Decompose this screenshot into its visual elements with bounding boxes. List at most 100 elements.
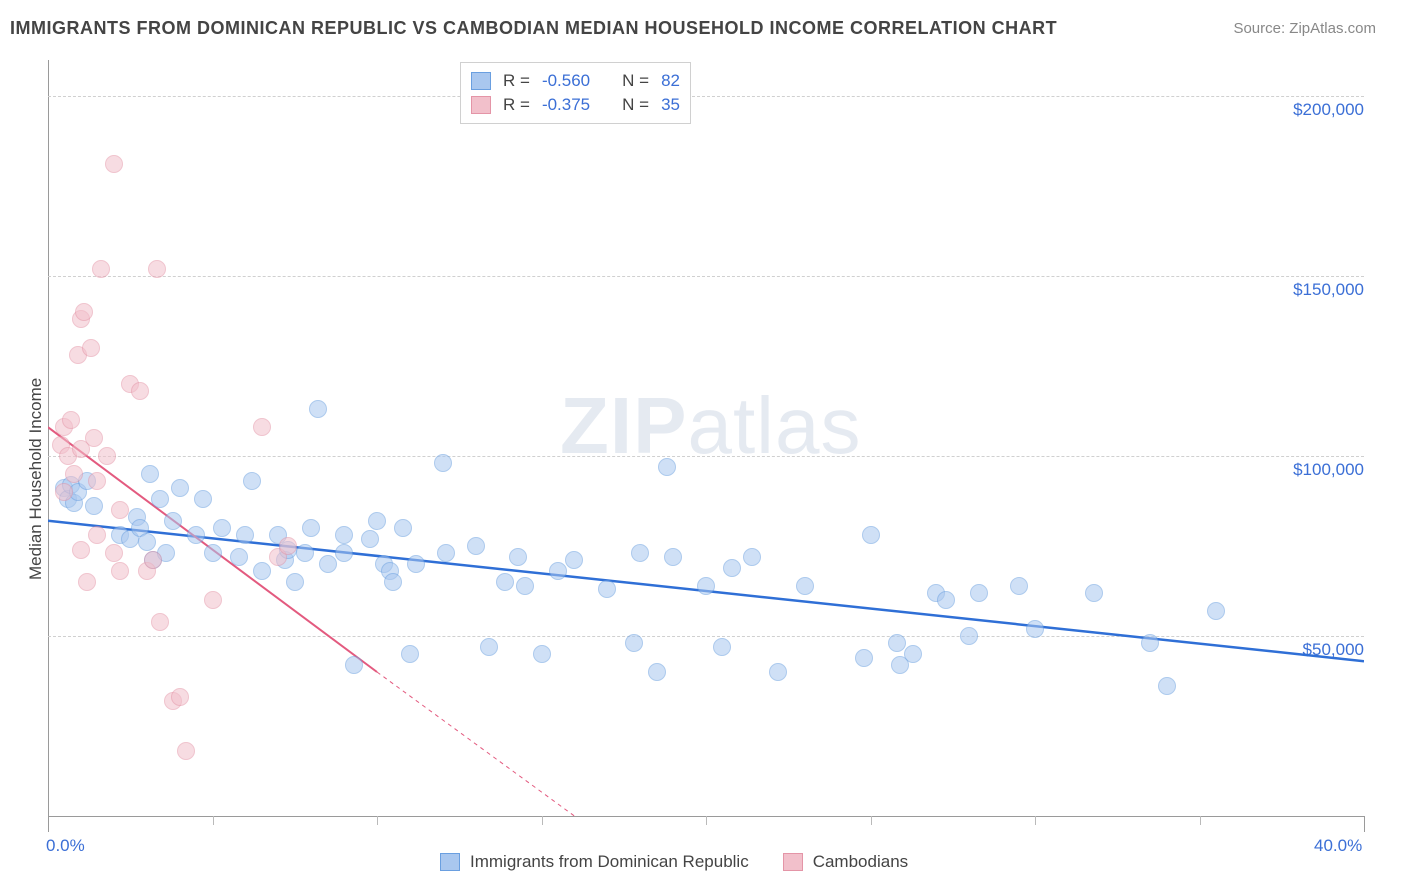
data-point bbox=[141, 465, 159, 483]
data-point bbox=[960, 627, 978, 645]
data-point bbox=[937, 591, 955, 609]
data-point bbox=[516, 577, 534, 595]
data-point bbox=[1158, 677, 1176, 695]
data-point bbox=[230, 548, 248, 566]
data-point bbox=[309, 400, 327, 418]
data-point bbox=[1085, 584, 1103, 602]
data-point bbox=[253, 562, 271, 580]
x-tick-label-max: 40.0% bbox=[1314, 836, 1362, 856]
legend-bottom-swatch-blue bbox=[440, 853, 460, 871]
data-point bbox=[970, 584, 988, 602]
data-point bbox=[236, 526, 254, 544]
source-label: Source: ZipAtlas.com bbox=[1233, 20, 1376, 37]
trend-layer bbox=[48, 60, 1364, 816]
data-point bbox=[319, 555, 337, 573]
data-point bbox=[148, 260, 166, 278]
data-point bbox=[85, 429, 103, 447]
data-point bbox=[62, 411, 80, 429]
y-axis bbox=[48, 60, 49, 816]
data-point bbox=[177, 742, 195, 760]
data-point bbox=[434, 454, 452, 472]
data-point bbox=[296, 544, 314, 562]
data-point bbox=[394, 519, 412, 537]
data-point bbox=[82, 339, 100, 357]
data-point bbox=[1026, 620, 1044, 638]
data-point bbox=[496, 573, 514, 591]
data-point bbox=[335, 544, 353, 562]
data-point bbox=[904, 645, 922, 663]
x-minor-tick bbox=[706, 816, 707, 825]
data-point bbox=[467, 537, 485, 555]
data-point bbox=[509, 548, 527, 566]
data-point bbox=[253, 418, 271, 436]
legend-bottom-label-2: Cambodians bbox=[813, 852, 908, 872]
plot-area: $50,000$100,000$150,000$200,0000.0%40.0% bbox=[48, 60, 1364, 816]
y-axis-title: Median Household Income bbox=[26, 378, 46, 580]
trend-line bbox=[377, 672, 574, 816]
legend-item-1: Immigrants from Dominican Republic bbox=[440, 852, 749, 872]
data-point bbox=[171, 688, 189, 706]
data-point bbox=[1141, 634, 1159, 652]
data-point bbox=[658, 458, 676, 476]
data-point bbox=[664, 548, 682, 566]
legend-swatch-pink bbox=[471, 96, 491, 114]
data-point bbox=[533, 645, 551, 663]
x-major-tick bbox=[1364, 816, 1365, 832]
data-point bbox=[480, 638, 498, 656]
legend-row-1: R = -0.560 N = 82 bbox=[471, 69, 680, 93]
data-point bbox=[144, 551, 162, 569]
data-point bbox=[384, 573, 402, 591]
data-point bbox=[855, 649, 873, 667]
gridline bbox=[48, 96, 1364, 97]
n-val-2: 35 bbox=[661, 95, 680, 115]
data-point bbox=[151, 490, 169, 508]
y-tick-label: $150,000 bbox=[1269, 280, 1364, 300]
data-point bbox=[213, 519, 231, 537]
data-point bbox=[625, 634, 643, 652]
data-point bbox=[204, 591, 222, 609]
data-point bbox=[65, 465, 83, 483]
r-val-2: -0.375 bbox=[542, 95, 590, 115]
x-tick-label-min: 0.0% bbox=[46, 836, 85, 856]
data-point bbox=[279, 537, 297, 555]
data-point bbox=[243, 472, 261, 490]
data-point bbox=[769, 663, 787, 681]
data-point bbox=[862, 526, 880, 544]
data-point bbox=[88, 472, 106, 490]
y-tick-label: $50,000 bbox=[1269, 640, 1364, 660]
data-point bbox=[111, 562, 129, 580]
legend-bottom-label-1: Immigrants from Dominican Republic bbox=[470, 852, 749, 872]
series-legend: Immigrants from Dominican Republic Cambo… bbox=[440, 852, 908, 872]
data-point bbox=[171, 479, 189, 497]
y-tick-label: $200,000 bbox=[1269, 100, 1364, 120]
legend-bottom-swatch-pink bbox=[783, 853, 803, 871]
legend-swatch-blue bbox=[471, 72, 491, 90]
x-minor-tick bbox=[1200, 816, 1201, 825]
data-point bbox=[72, 541, 90, 559]
legend-row-2: R = -0.375 N = 35 bbox=[471, 93, 680, 117]
data-point bbox=[1207, 602, 1225, 620]
x-minor-tick bbox=[1035, 816, 1036, 825]
data-point bbox=[345, 656, 363, 674]
data-point bbox=[105, 544, 123, 562]
data-point bbox=[194, 490, 212, 508]
chart-container: IMMIGRANTS FROM DOMINICAN REPUBLIC VS CA… bbox=[0, 0, 1406, 892]
data-point bbox=[151, 613, 169, 631]
data-point bbox=[105, 155, 123, 173]
data-point bbox=[565, 551, 583, 569]
gridline bbox=[48, 456, 1364, 457]
data-point bbox=[98, 447, 116, 465]
x-major-tick bbox=[48, 816, 49, 832]
x-minor-tick bbox=[542, 816, 543, 825]
n-label-2: N = bbox=[622, 95, 649, 115]
data-point bbox=[204, 544, 222, 562]
r-label: R = bbox=[503, 71, 530, 91]
data-point bbox=[85, 497, 103, 515]
data-point bbox=[631, 544, 649, 562]
x-minor-tick bbox=[377, 816, 378, 825]
r-val-1: -0.560 bbox=[542, 71, 590, 91]
correlation-legend: R = -0.560 N = 82 R = -0.375 N = 35 bbox=[460, 62, 691, 124]
gridline bbox=[48, 636, 1364, 637]
data-point bbox=[713, 638, 731, 656]
data-point bbox=[78, 573, 96, 591]
